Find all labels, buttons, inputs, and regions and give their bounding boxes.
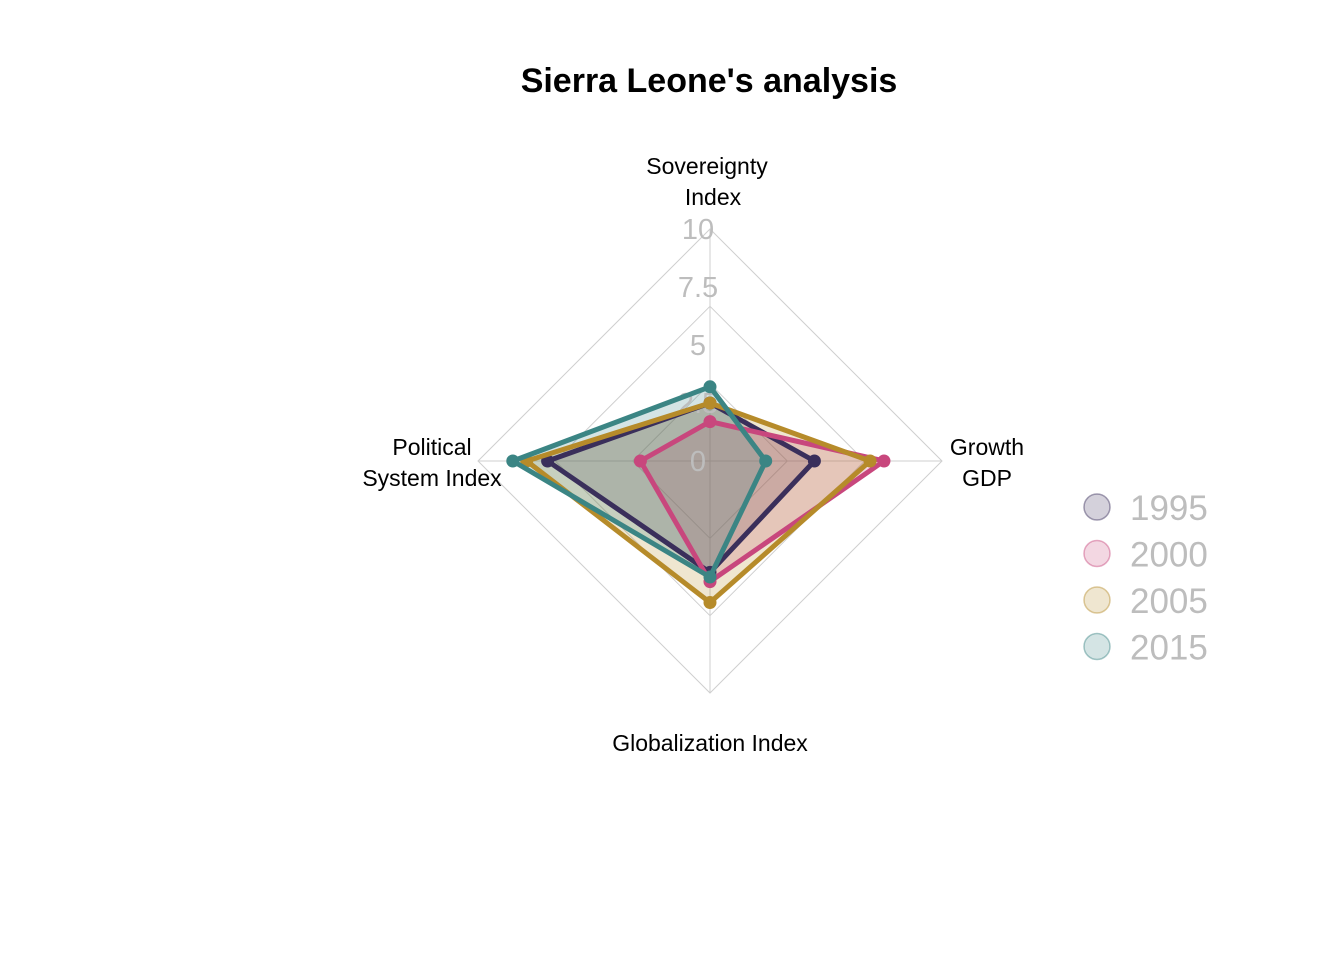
point-2015-political	[506, 454, 520, 468]
axis-label-growth: Growth GDP	[950, 434, 1024, 491]
tick-label-7.5: 7.5	[678, 272, 718, 304]
chart-title: Sierra Leone's analysis	[521, 62, 898, 100]
legend-label-2005: 2005	[1130, 582, 1208, 621]
legend-swatch-1995	[1083, 493, 1111, 521]
tick-label-5: 5	[690, 330, 706, 362]
point-2005-globalization	[703, 596, 717, 609]
legend-swatch-2000	[1083, 539, 1111, 568]
tick-label-10: 10	[682, 214, 714, 246]
point-1995-growth	[807, 454, 821, 468]
axis-label-political: Political System Index	[362, 434, 502, 491]
point-2000-sovereignty	[703, 415, 717, 429]
point-2015-sovereignty	[703, 380, 717, 394]
legend-item-2015: 2015	[1083, 629, 1208, 668]
point-2000-growth	[877, 454, 891, 468]
legend-item-2000: 2000	[1083, 536, 1208, 575]
point-2000-political	[633, 454, 647, 468]
point-2015-globalization	[703, 570, 717, 584]
series-area-2000	[640, 421, 884, 582]
series-lines	[506, 380, 891, 609]
point-2005-sovereignty	[703, 396, 717, 410]
series-areas	[512, 386, 884, 603]
axis-labels: Sovereignty Index Growth GDP Globalization I…	[362, 153, 1024, 756]
series-area-2005	[526, 403, 871, 603]
legend-swatch-2015	[1083, 632, 1111, 661]
point-2015-growth	[759, 454, 773, 468]
legend-label-2000: 2000	[1130, 536, 1208, 575]
axis-label-globalization: Globalization Index	[612, 730, 808, 756]
legend: 1995 2000 2005 2015	[1083, 489, 1208, 668]
legend-item-1995: 1995	[1083, 489, 1208, 528]
point-2005-growth	[863, 454, 877, 468]
radial-tick-labels: 02.557.510	[678, 214, 718, 478]
series-area-2015	[512, 386, 766, 577]
tick-label-0: 0	[690, 446, 706, 478]
legend-label-1995: 1995	[1130, 489, 1208, 528]
legend-item-2005: 2005	[1083, 582, 1208, 621]
legend-label-2015: 2015	[1130, 629, 1208, 668]
axis-label-sovereignty: Sovereignty Index	[646, 153, 768, 210]
legend-swatch-2005	[1083, 586, 1111, 614]
